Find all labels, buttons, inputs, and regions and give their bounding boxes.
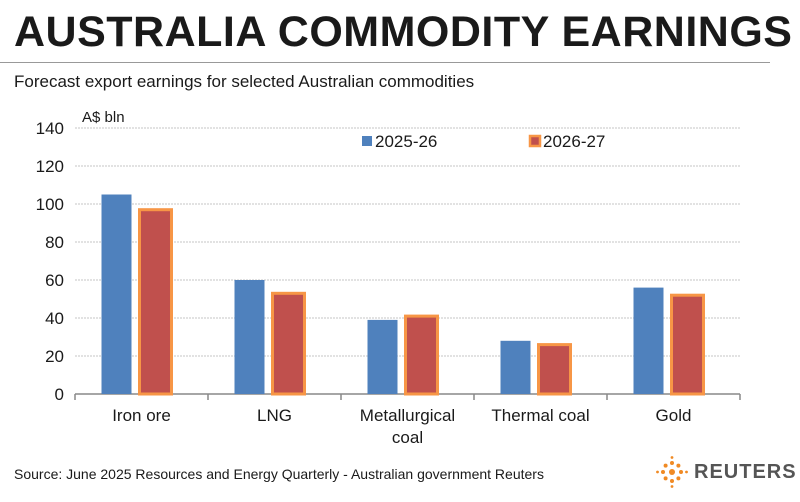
y-tick-label: 120: [36, 157, 64, 176]
y-tick-label: 40: [45, 309, 64, 328]
plot-area: 0 20 40 60 80 100 120 140 A$ bln Iron ore LNG Metal…: [36, 109, 741, 447]
bar-2026-27: [404, 314, 439, 396]
bar-2025-26: [633, 287, 664, 394]
reuters-logo: REUTERS: [656, 456, 797, 488]
x-tick-label: Thermal coal: [491, 406, 589, 425]
legend-label: 2025-26: [375, 132, 437, 151]
chart-title: AUSTRALIA COMMODITY EARNINGS: [14, 8, 793, 56]
y-tick-label: 60: [45, 271, 64, 290]
legend-label: 2026-27: [543, 132, 605, 151]
reuters-logo-icon: [656, 456, 688, 488]
chart-subtitle: Forecast export earnings for selected Au…: [14, 72, 475, 91]
y-tick-label: 20: [45, 347, 64, 366]
y-tick-label: 140: [36, 119, 64, 138]
legend-swatch-2026-27: [528, 134, 542, 148]
bar-2025-26: [101, 194, 132, 394]
source-note: Source: June 2025 Resources and Energy Q…: [14, 466, 544, 482]
x-tick-label: LNG: [257, 406, 292, 425]
bar-2025-26: [367, 319, 398, 394]
bar-2025-26: [500, 340, 531, 394]
y-axis-label: A$ bln: [82, 109, 125, 126]
bar-2026-27: [537, 343, 572, 396]
bar-2026-27: [670, 293, 705, 396]
bar-2026-27: [138, 208, 173, 396]
x-tick-label: Metallurgical: [360, 406, 455, 425]
legend-swatch-2025-26: [362, 136, 372, 146]
bar-2026-27: [271, 291, 306, 396]
x-tick-label: Iron ore: [112, 406, 171, 425]
title-divider: [0, 62, 770, 63]
y-tick-label: 100: [36, 195, 64, 214]
x-tick-label: Gold: [656, 406, 692, 425]
bar-2025-26: [234, 280, 265, 394]
y-tick-label: 0: [55, 385, 64, 404]
y-tick-label: 80: [45, 233, 64, 252]
x-tick-label: coal: [392, 428, 423, 447]
reuters-logo-text: REUTERS: [694, 460, 797, 483]
